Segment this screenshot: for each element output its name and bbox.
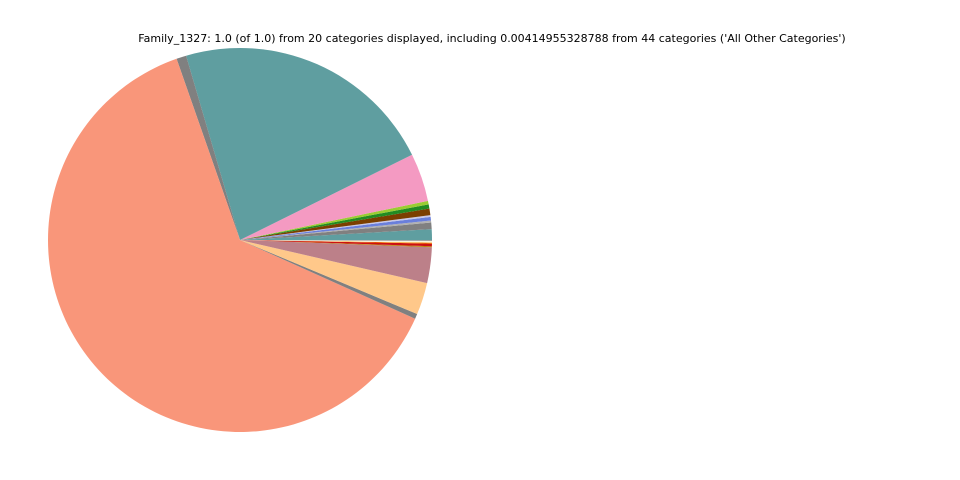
- pie-slice: [240, 240, 418, 319]
- pie-slice: [240, 240, 428, 315]
- pie-slice: [240, 240, 432, 247]
- chart-title: Family_1327: 1.0 (of 1.0) from 20 catego…: [138, 32, 845, 45]
- pie-slice: [240, 240, 432, 243]
- pie-slice: [48, 58, 416, 433]
- pie-slice: [240, 240, 432, 284]
- pie-slice: [240, 208, 431, 240]
- pie-slice: [240, 240, 432, 248]
- pie-slice: [176, 55, 240, 241]
- pie-slice: [186, 47, 413, 240]
- pie-slice: [240, 200, 429, 240]
- pie-slice: [240, 240, 432, 241]
- pie-slice: [240, 204, 430, 240]
- pie-slice: [240, 240, 432, 244]
- pie-slice: [240, 222, 432, 240]
- pie-slice: [240, 216, 432, 240]
- pie-slice: [240, 215, 431, 240]
- pie-slice: [240, 154, 428, 240]
- pie-slice: [240, 229, 432, 240]
- pie-slice: [240, 220, 432, 240]
